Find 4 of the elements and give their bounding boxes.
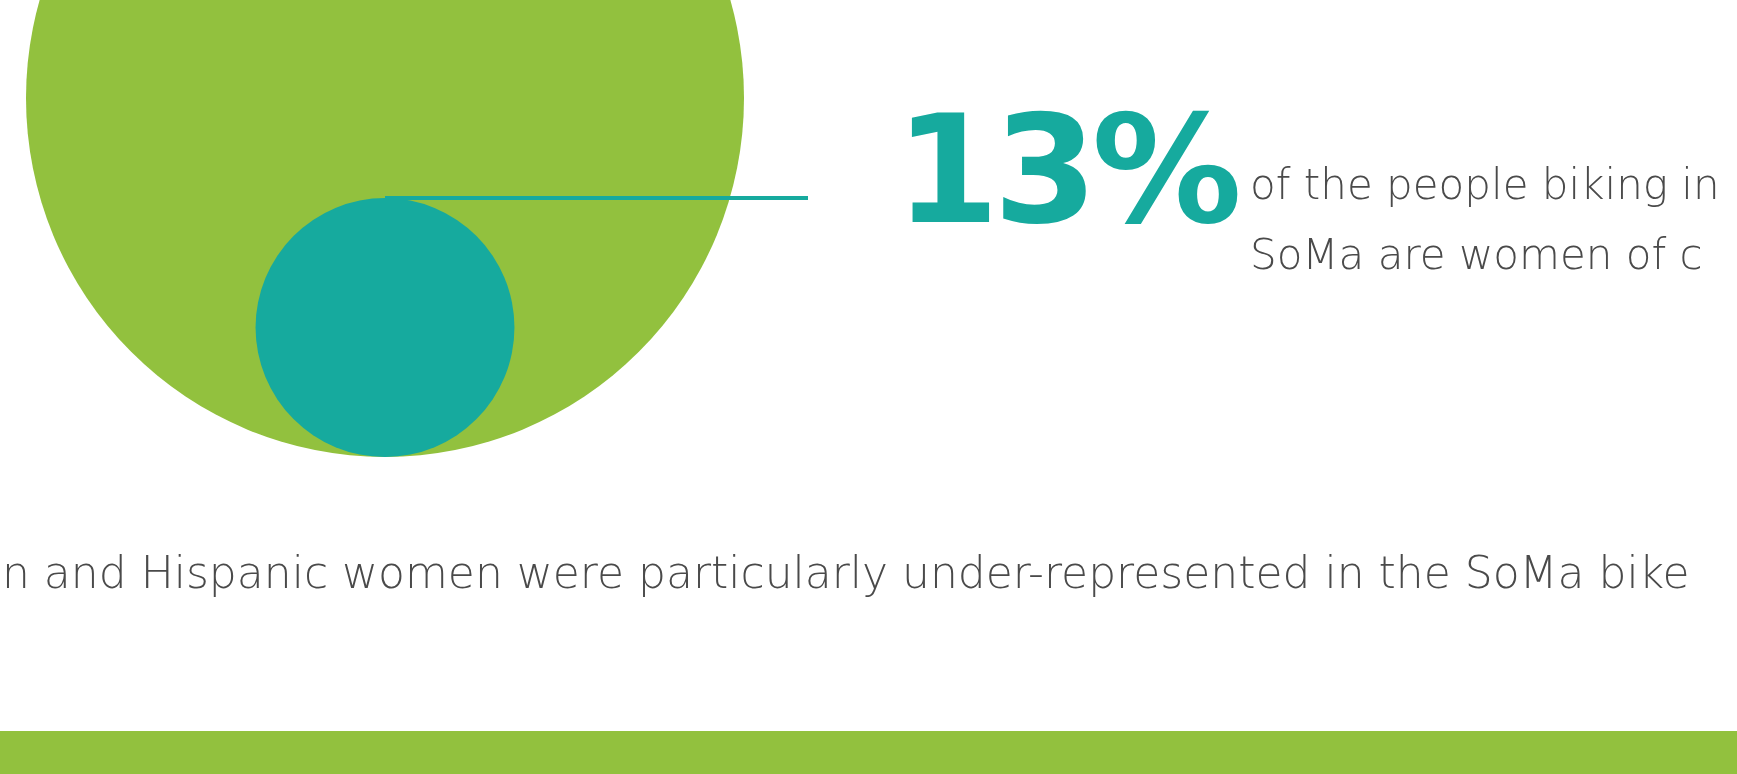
text: n and Hispanic women were particularly under-represented in the SoMa bike — [2, 547, 1690, 598]
text: SoMa are women of c — [1250, 230, 1703, 279]
data-label: 13% — [895, 83, 1237, 257]
text: of the people biking in — [1250, 160, 1720, 209]
